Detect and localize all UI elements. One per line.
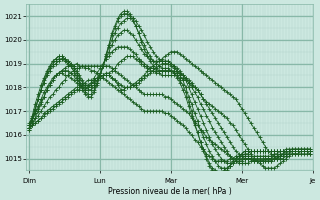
X-axis label: Pression niveau de la mer( hPa ): Pression niveau de la mer( hPa ) [108,187,231,196]
